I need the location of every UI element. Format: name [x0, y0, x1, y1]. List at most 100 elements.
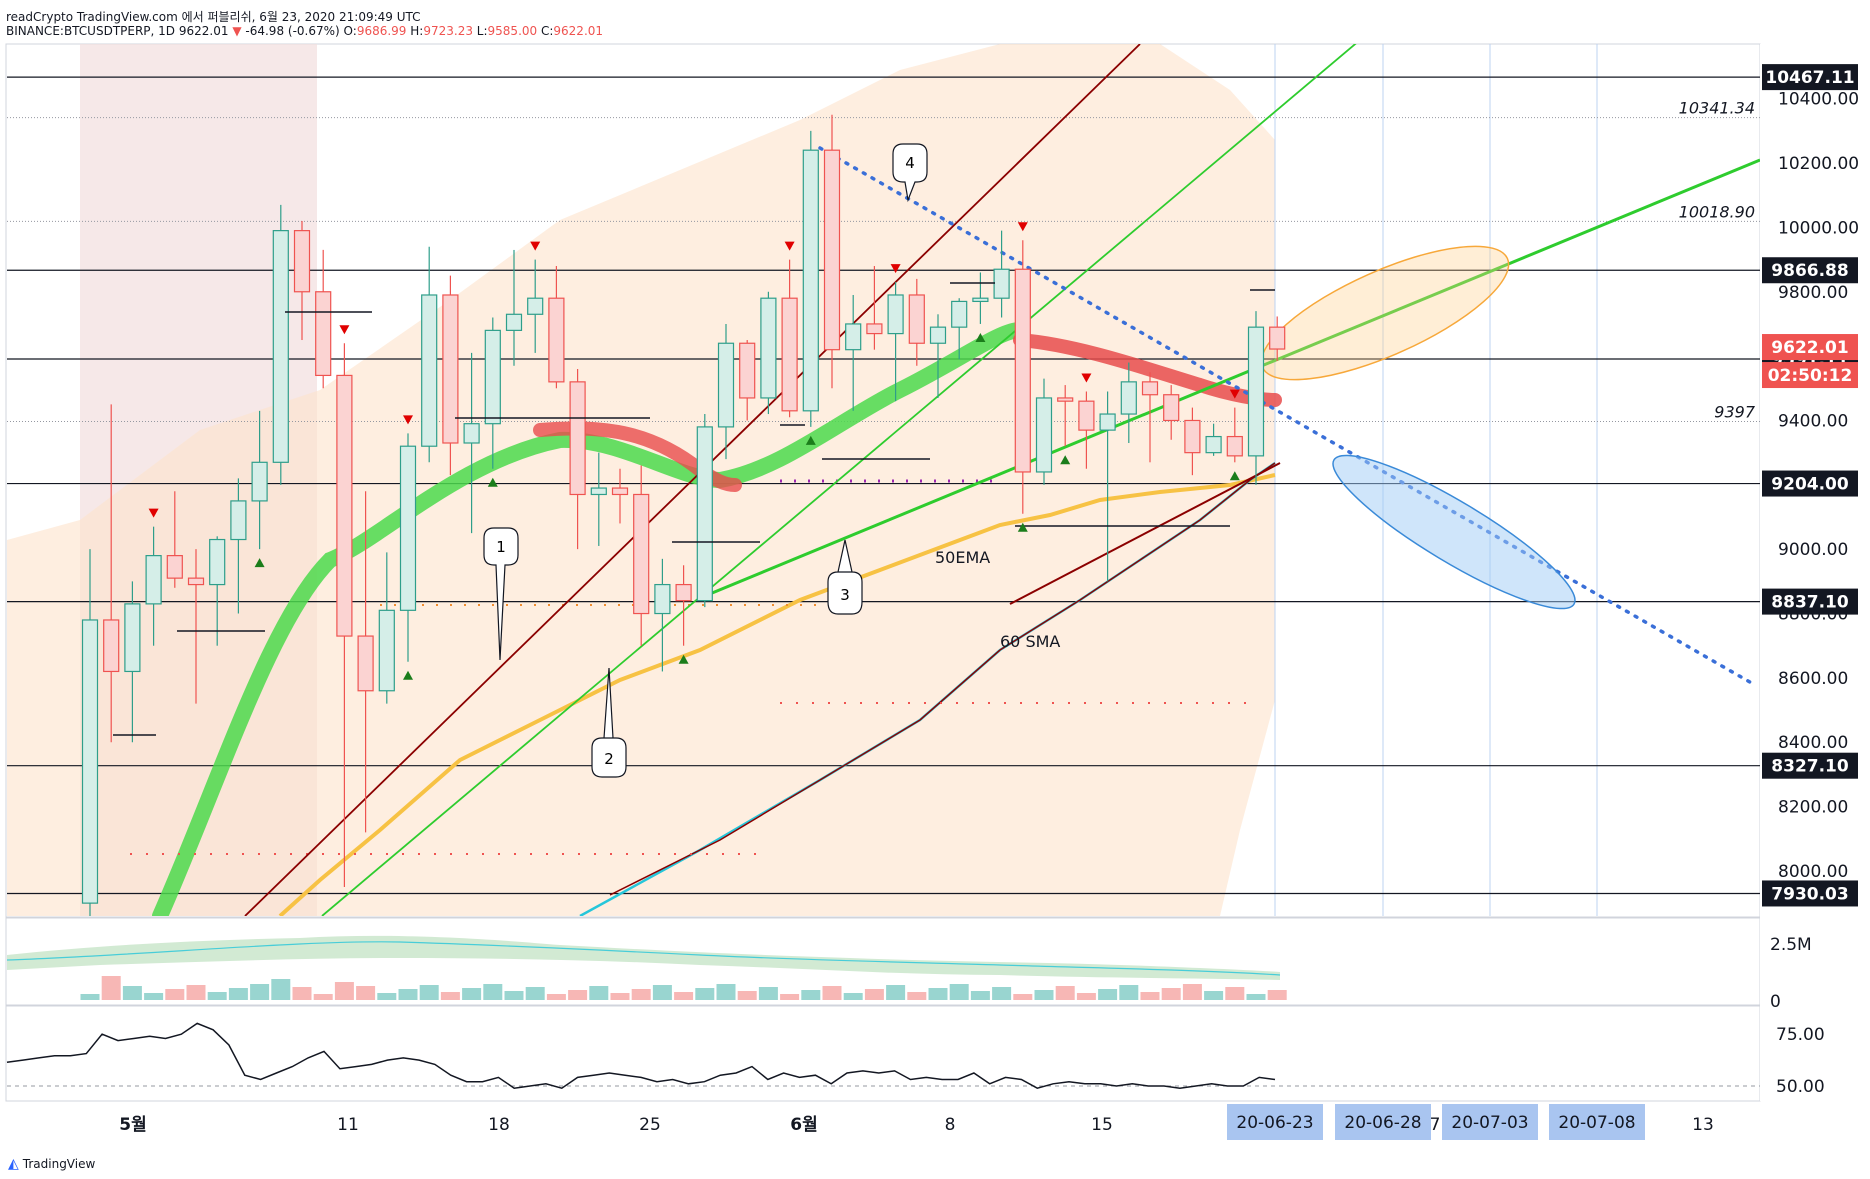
candle-body	[1205, 435, 1222, 454]
countdown-bg	[1762, 362, 1858, 389]
candle-body	[527, 297, 544, 315]
callout-2-label: 2	[604, 750, 614, 768]
candle-body	[972, 297, 989, 303]
volume-bar	[292, 987, 312, 1000]
volume-bar	[631, 989, 651, 1000]
buy-marker-icon	[254, 558, 265, 568]
candle-body	[378, 609, 395, 692]
sma-60-dark-line	[609, 462, 1276, 896]
candle-body	[187, 577, 205, 586]
volume-bar	[483, 984, 503, 1000]
date-badge-label: 20-06-28	[1344, 1113, 1421, 1133]
candle-body	[336, 374, 353, 637]
volume-bar	[377, 993, 397, 1000]
volume-bar	[928, 988, 948, 1000]
x-axis-label: 15	[1091, 1115, 1113, 1135]
price-tick: 9800.00	[1778, 283, 1848, 303]
level-badge-label: 8837.10	[1771, 593, 1849, 613]
level-badge: 9204.00	[1762, 470, 1858, 497]
sell-marker-icon	[403, 415, 413, 425]
downtrend-line	[818, 146, 1757, 687]
volume-bar	[207, 992, 227, 1000]
candle-body	[166, 555, 183, 579]
rsi-tick-1: 50.00	[1776, 1077, 1825, 1097]
volume-ma-line	[6, 941, 1281, 976]
close-label: C:	[540, 24, 554, 38]
candle	[823, 114, 841, 389]
price-tick: 9400.00	[1778, 411, 1848, 431]
volume-bar	[695, 988, 715, 1000]
candle-body	[463, 423, 480, 444]
rsi-tick-0: 75.00	[1776, 1025, 1825, 1045]
candle	[1141, 372, 1159, 463]
candle	[1163, 385, 1180, 440]
x-axis-label: 7	[1430, 1115, 1441, 1135]
volume-bar	[398, 989, 418, 1000]
rsi-pane[interactable]	[5, 1005, 1761, 1102]
candle-body	[590, 487, 607, 496]
price-axis[interactable]	[1760, 44, 1869, 1101]
candle-body	[1078, 400, 1095, 431]
candle	[145, 526, 162, 646]
volume-bar	[440, 992, 460, 1000]
volume-bar	[1140, 992, 1160, 1000]
volume-bar	[186, 985, 206, 1000]
buy-marker-icon	[975, 332, 986, 342]
volume-bar	[1055, 986, 1075, 1000]
candle	[590, 452, 607, 546]
candle-body	[272, 230, 289, 463]
close-value: 9622.01	[553, 24, 604, 38]
callout-3-label: 3	[840, 586, 850, 604]
candle	[1205, 423, 1222, 456]
trend-line-1	[244, 44, 1141, 916]
tradingview-logo[interactable]: ◭ TradingView	[8, 1156, 95, 1172]
price-tick: 8000.00	[1778, 862, 1848, 882]
candle	[421, 246, 438, 463]
volume-bar	[737, 991, 757, 1000]
candle	[1269, 316, 1286, 361]
countdown-label: 02:50:12	[1768, 366, 1853, 386]
price-tick: 8400.00	[1778, 733, 1848, 753]
last-price-badge: 9622.01 02:50:12	[1762, 334, 1858, 389]
candle-body	[1120, 381, 1137, 415]
price-tick: 8200.00	[1778, 798, 1848, 818]
down-arrow-icon: ▼	[232, 24, 242, 38]
candle-body	[251, 461, 268, 502]
candle-body	[739, 342, 756, 399]
date-badge-label: 20-06-23	[1236, 1113, 1313, 1133]
candle	[675, 565, 692, 646]
volume-bar	[356, 986, 376, 1000]
candle-body	[845, 323, 862, 351]
candle-body	[484, 329, 501, 425]
candle-body	[81, 619, 99, 904]
volume-bar	[1119, 985, 1139, 1000]
publish-info: readCrypto TradingView.com 에서 퍼블리쉬, 6월 2…	[6, 10, 421, 24]
candle-body	[1099, 413, 1116, 431]
blue-target-ellipse[interactable]	[1319, 434, 1590, 630]
dotted-level-label-0: 10341.34	[1679, 99, 1755, 118]
candle	[781, 259, 798, 418]
buy-marker-icon	[1060, 455, 1071, 465]
level-badge-bg	[1762, 880, 1858, 907]
candle-body	[1141, 381, 1159, 396]
buy-marker-icon	[805, 435, 816, 445]
volume-bar	[1225, 987, 1245, 1000]
trend-line-2	[321, 44, 1357, 916]
volume-bar	[1098, 989, 1118, 1000]
volume-bar	[610, 993, 630, 1000]
level-badge-bg	[1762, 257, 1858, 284]
candle	[802, 130, 819, 427]
candle	[187, 549, 205, 704]
candle-body	[209, 538, 226, 586]
volume-bar	[122, 986, 142, 1000]
sell-marker-icon	[1229, 389, 1240, 399]
volume-bar	[864, 989, 884, 1000]
high-label: H:	[410, 24, 424, 38]
candle	[887, 282, 904, 402]
symbol-label: BINANCE:BTCUSDTPERP, 1D	[6, 24, 176, 38]
candle	[929, 314, 947, 398]
volume-bar	[1204, 991, 1224, 1000]
candle-body	[505, 313, 523, 331]
candle	[1184, 407, 1201, 476]
